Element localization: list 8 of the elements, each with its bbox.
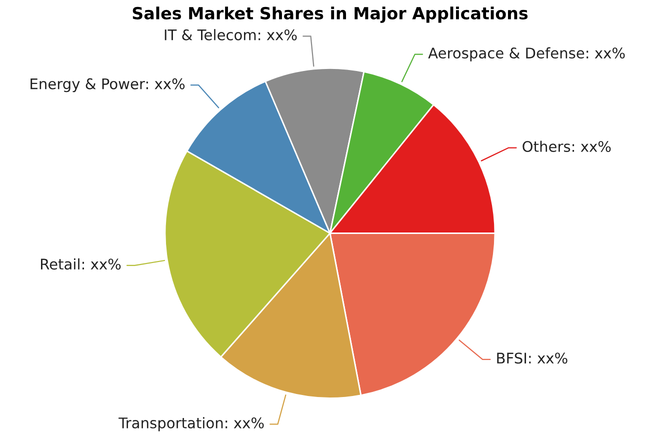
slice-label: Others: xx% xyxy=(522,140,611,152)
slice-label: Aerospace & Defense: xx% xyxy=(428,47,625,62)
slice-label: BFSI: xx% xyxy=(497,352,568,364)
slice-label: Transportation: xx% xyxy=(118,417,264,432)
slice-label: Retail: xx% xyxy=(40,258,121,270)
slice-label: Energy & Power: xx% xyxy=(30,78,185,92)
slice-label: IT & Telecom: xx% xyxy=(164,29,297,40)
chart-title: Sales Market Shares in Major Applications xyxy=(132,6,528,23)
